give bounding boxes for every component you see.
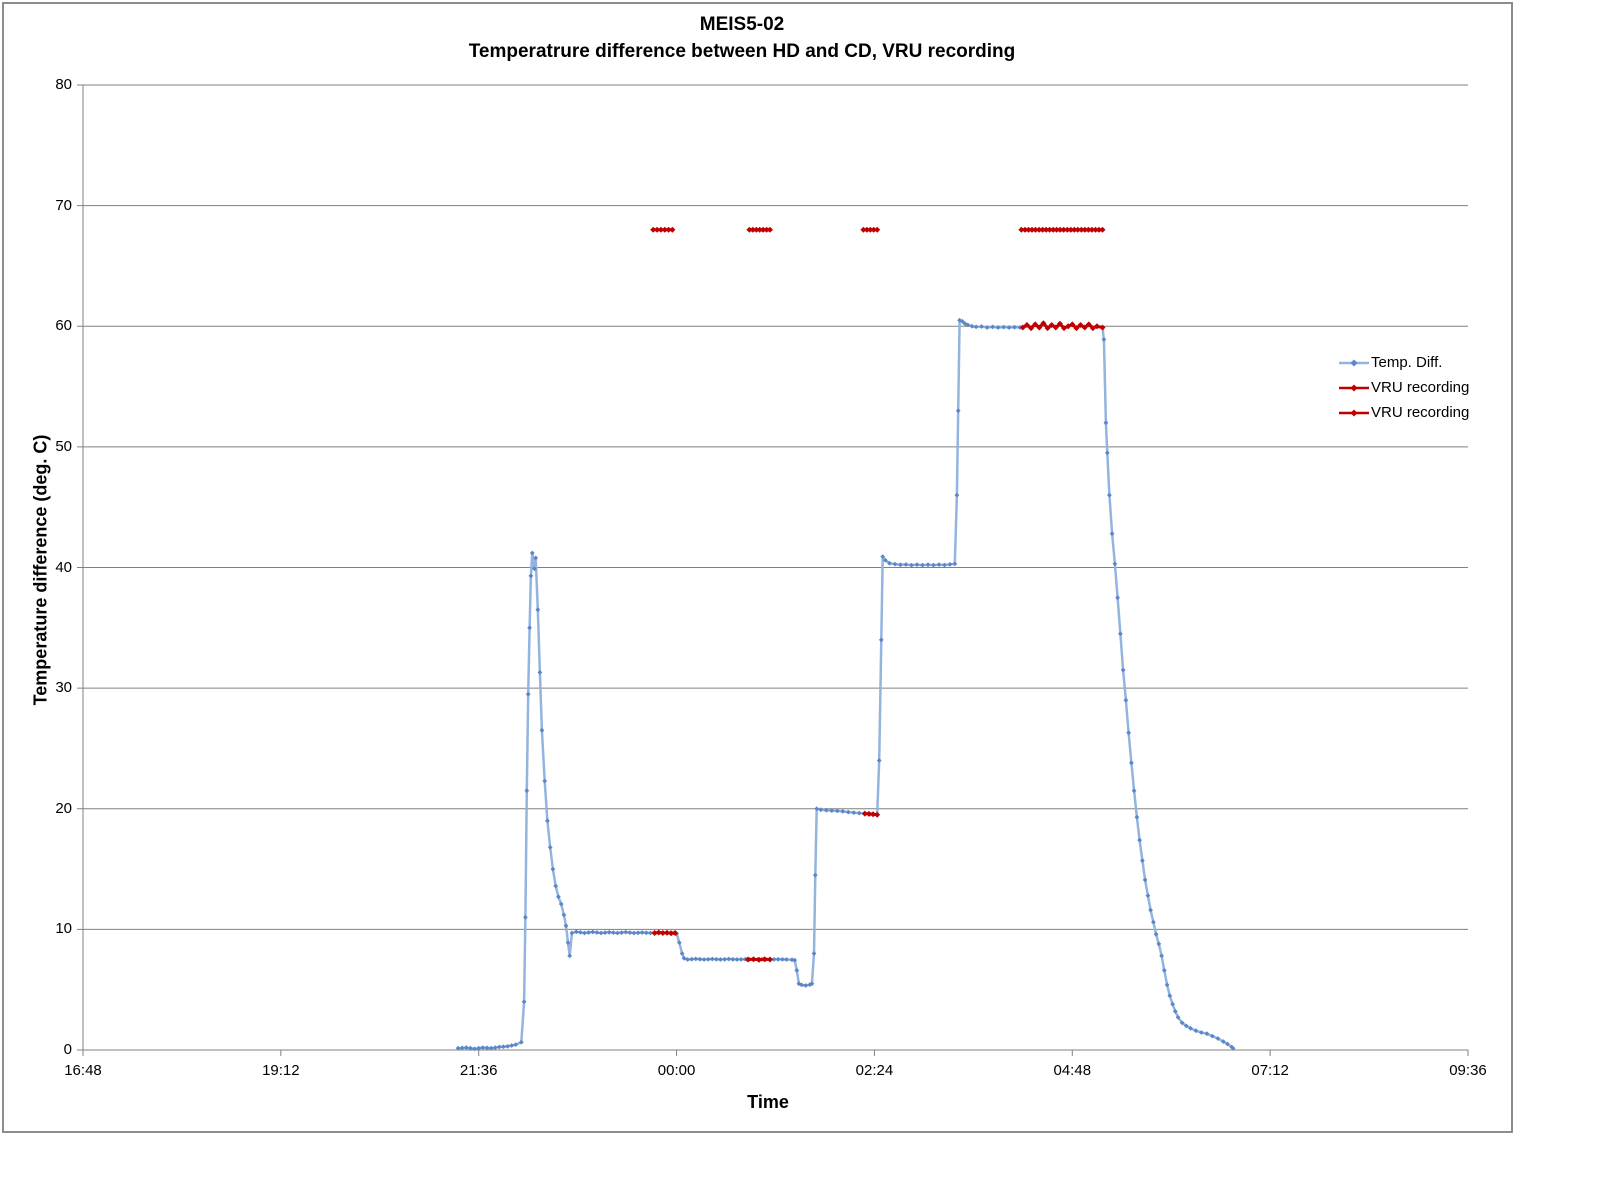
temp-diff-markers [455, 317, 1236, 1052]
vru-recording-overlay-markers [745, 956, 773, 963]
x-tick-label: 09:36 [1449, 1062, 1487, 1079]
legend-label: VRU recording [1371, 404, 1470, 421]
y-tick-label: 80 [55, 76, 72, 93]
y-tick-label: 50 [55, 437, 72, 455]
vru-recording-flag-markers [746, 226, 773, 233]
chart-subtitle: Temperatrure difference between HD and C… [468, 41, 1016, 62]
legend-item: VRU recording [1339, 400, 1469, 425]
legend-item: Temp. Diff. [1339, 350, 1469, 375]
legend-label: Temp. Diff. [1371, 354, 1443, 371]
vru-recording-flag-markers [860, 226, 881, 233]
vru-recording-overlay-markers [1019, 320, 1106, 332]
y-tick-label: 10 [55, 920, 72, 938]
legend-marker-sample [1350, 359, 1358, 366]
y-tick-label: 30 [55, 679, 72, 697]
y-tick-label: 20 [55, 799, 72, 817]
legend-item: VRU recording [1339, 375, 1469, 400]
vru-recording-flag-markers [1018, 226, 1106, 233]
chart-legend: Temp. Diff. VRU recording VRU recording [1339, 350, 1469, 425]
temp-diff-line [456, 318, 1235, 1051]
y-tick-label: 60 [55, 317, 72, 335]
x-axis-title: Time [747, 1092, 789, 1112]
legend-swatch [1339, 384, 1369, 391]
x-tick-label: 00:00 [657, 1062, 696, 1079]
x-tick-label: 04:48 [1053, 1062, 1092, 1079]
x-tick-label: 02:24 [855, 1062, 894, 1079]
vru-recording-overlay-markers [651, 929, 679, 937]
legend-swatch [1339, 409, 1369, 416]
legend-swatch [1339, 359, 1369, 366]
vru-recording-overlay-markers [861, 810, 881, 818]
y-tick-label: 40 [55, 558, 72, 576]
x-tick-label: 16:48 [64, 1062, 102, 1079]
legend-marker-sample [1350, 384, 1358, 391]
y-tick-label: 70 [55, 196, 72, 214]
x-tick-label: 21:36 [459, 1062, 498, 1079]
legend-marker-sample [1350, 409, 1358, 416]
vru-recording-flag-markers [650, 226, 676, 233]
chart-title-block: MEIS5-02 Temperatrure difference between… [469, 11, 1016, 65]
y-tick-label: 0 [63, 1041, 72, 1058]
x-tick-label: 19:12 [262, 1062, 300, 1079]
x-tick-label: 07:12 [1251, 1062, 1289, 1079]
chart-title: MEIS5-02 [699, 14, 785, 35]
legend-label: VRU recording [1371, 379, 1470, 396]
